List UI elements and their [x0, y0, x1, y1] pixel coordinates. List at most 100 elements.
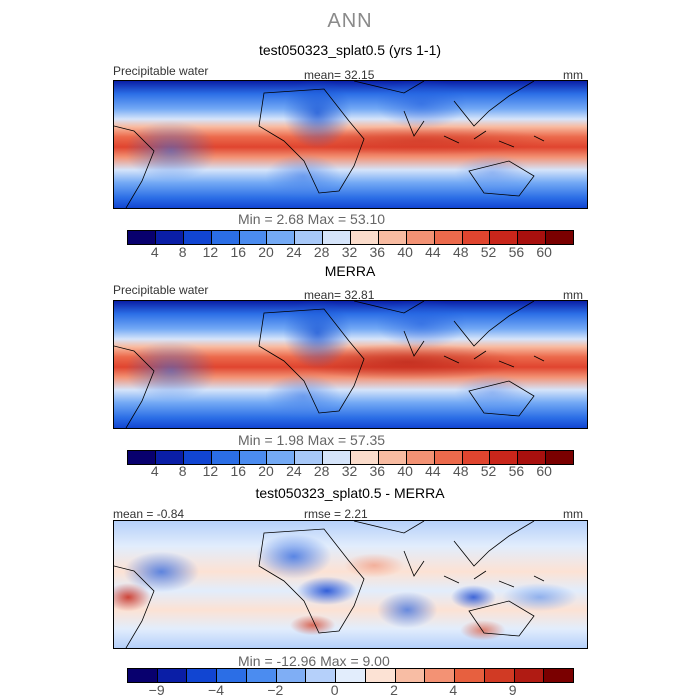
- panel-3-colorbar-swatch: [395, 669, 426, 682]
- panel-3-colorbar-swatch: [187, 669, 218, 682]
- panel-2-colorbar: [127, 450, 574, 465]
- panel-3-coastline-asia: [353, 521, 535, 577]
- panel-3-colorbar-swatch: [484, 669, 515, 682]
- panel-3-colorbar-tick-label: −9: [148, 682, 165, 698]
- panel-3-colorbar-swatch: [276, 669, 307, 682]
- panel-3-coastline-islands: [443, 570, 545, 588]
- panel-1-coastline-australia: [468, 160, 535, 197]
- panel-1-colorbar-tick-label: 36: [369, 244, 386, 260]
- panel-1-colorbar-swatch: [434, 231, 463, 244]
- panel-2-colorbar-swatch: [295, 451, 324, 464]
- panel-2-colorbar-swatch: [155, 451, 184, 464]
- panel-2-colorbar-tick-label: 52: [480, 463, 497, 479]
- panel-1-colorbar-swatch: [546, 231, 573, 244]
- panel-1-colorbar-swatch: [211, 231, 240, 244]
- panel-1-colorbar-swatch: [378, 231, 407, 244]
- panel-1-colorbar-swatch: [183, 231, 212, 244]
- panel-2-colorbar-swatch: [351, 451, 379, 464]
- panel-1-mean-label: mean= 32.15: [304, 68, 375, 82]
- panel-2-colorbar-swatch: [462, 451, 491, 464]
- panel-2-colorbar-tick-label: 12: [202, 463, 219, 479]
- panel-3-colorbar-swatch: [514, 669, 545, 682]
- panel-3-coastline-australia: [468, 600, 535, 637]
- panel-3-mean-label: mean = -0.84: [113, 507, 185, 521]
- panel-3-title: test050323_splat0.5 - MERRA: [255, 485, 445, 501]
- panel-1-colorbar-swatch: [239, 231, 268, 244]
- panel-1-colorbar-tick-label: 32: [341, 244, 358, 260]
- panel-3-colorbar-swatch: [217, 669, 247, 682]
- panel-2-colorbar-tick-label: 40: [397, 463, 413, 479]
- panel-3-colorbar: [127, 668, 574, 683]
- panel-2-colorbar-swatch: [546, 451, 573, 464]
- panel-1-colorbar-swatch: [351, 231, 379, 244]
- panel-1-units-label: mm: [563, 68, 583, 82]
- panel-2-colorbar-tick-label: 8: [178, 463, 187, 479]
- panel-2-colorbar-tick-label: 44: [425, 463, 441, 479]
- panel-3-colorbar-tick-label: 0: [330, 682, 339, 698]
- panel-3-colorbar-swatch: [455, 669, 485, 682]
- panel-1-coastline-islands: [443, 130, 545, 148]
- panel-1-colorbar-tick-label: 40: [397, 244, 413, 260]
- panel-1-colorbar-tick-label: 8: [178, 244, 187, 260]
- panel-1-coastline-south-america: [114, 125, 155, 208]
- panel-1-colorbar-swatch: [490, 231, 519, 244]
- panel-2-coastline-asia: [353, 301, 535, 357]
- panel-2-colorbar-swatch: [128, 451, 156, 464]
- panel-2-colorbar-tick-label: 24: [286, 463, 302, 479]
- panel-3-coastline-africa: [258, 528, 365, 634]
- panel-1-colorbar-swatch: [128, 231, 156, 244]
- panel-3-colorbar-swatch: [336, 669, 366, 682]
- panel-1-colorbar-tick-label: 56: [508, 244, 525, 260]
- figure-title: ANN: [327, 10, 373, 32]
- panel-2-colorbar-swatch: [323, 451, 351, 464]
- panel-3-colorbar-swatch: [246, 669, 277, 682]
- panel-1-colorbar-tick-label: 20: [258, 244, 274, 260]
- panel-1-colorbar-tick-label: 60: [536, 244, 552, 260]
- panel-2-colorbar-tick-label: 48: [452, 463, 469, 479]
- panel-1-colorbar-swatch: [155, 231, 184, 244]
- panel-1-variable-label: Precipitable water: [113, 64, 209, 78]
- panel-2-colorbar-swatch: [239, 451, 268, 464]
- panel-2-coastline-islands: [443, 350, 545, 368]
- panel-2-variable-label: Precipitable water: [113, 283, 209, 297]
- panel-2-units-label: mm: [563, 288, 583, 302]
- panel-3-map: [113, 520, 588, 649]
- panel-1-colorbar-swatch: [267, 231, 296, 244]
- panel-1-colorbar-tick-label: 16: [230, 244, 247, 260]
- panel-2-colorbar-tick-label: 56: [508, 463, 525, 479]
- panel-1-colorbar-tick-label: 12: [202, 244, 219, 260]
- panel-2-colorbar-tick-label: 28: [313, 463, 330, 479]
- panel-3-colorbar-swatch: [365, 669, 396, 682]
- panel-1-colorbar-tick-label: 4: [150, 244, 159, 260]
- panel-1-coastline-africa: [258, 88, 365, 194]
- panel-1-colorbar-tick-label: 28: [313, 244, 330, 260]
- panel-2-colorbar-swatch: [267, 451, 296, 464]
- panel-3-colorbar-tick-label: 4: [449, 682, 458, 698]
- panel-3-colorbar-tick-label: −2: [267, 682, 284, 698]
- panel-2-coastline-south-america: [114, 345, 155, 428]
- panel-3-colorbar-swatch: [128, 669, 158, 682]
- panel-2-colorbar-tick-label: 36: [369, 463, 386, 479]
- panel-1-map: [113, 80, 588, 209]
- panel-2-colorbar-swatch: [211, 451, 240, 464]
- panel-3-colorbar-swatch: [425, 669, 456, 682]
- panel-2-colorbar-swatch: [490, 451, 519, 464]
- panel-1-title: test050323_splat0.5 (yrs 1-1): [258, 42, 442, 58]
- panel-2-colorbar-tick-label: 60: [536, 463, 552, 479]
- panel-3-colorbar-swatch: [544, 669, 574, 682]
- panel-2-colorbar-tick-label: 20: [258, 463, 274, 479]
- panel-3-minmax: Min = -12.96 Max = 9.00: [238, 653, 390, 669]
- panel-2-colorbar-swatch: [434, 451, 463, 464]
- panel-1-colorbar-tick-label: 44: [425, 244, 441, 260]
- panel-1-colorbar-swatch: [323, 231, 351, 244]
- panel-2-minmax: Min = 1.98 Max = 57.35: [238, 432, 386, 448]
- panel-1-colorbar-swatch: [406, 231, 435, 244]
- panel-1-coastline-asia: [353, 81, 535, 137]
- panel-2-colorbar-tick-label: 32: [341, 463, 358, 479]
- panel-1-colorbar-swatch: [295, 231, 324, 244]
- panel-3-colorbar-tick-label: 2: [390, 682, 398, 698]
- panel-3-colorbar-tick-label: 9: [508, 682, 517, 698]
- panel-3-colorbar-swatch: [157, 669, 188, 682]
- panel-3-colorbar-tick-label: −4: [208, 682, 224, 698]
- panel-1-colorbar-tick-label: 52: [480, 244, 497, 260]
